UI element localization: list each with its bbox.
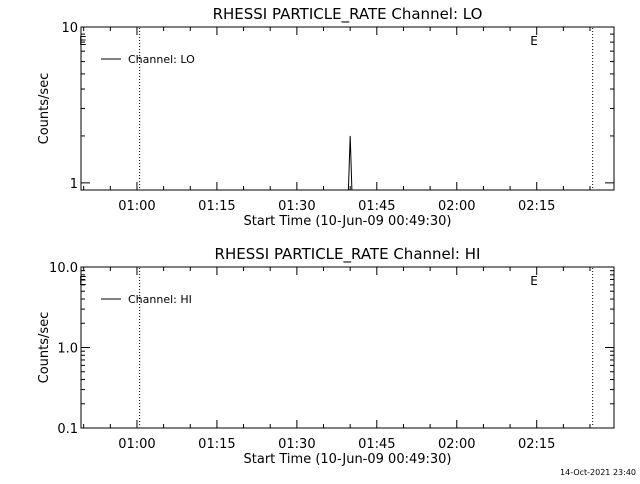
x-tick-label: 02:15 bbox=[518, 437, 555, 452]
footer-timestamp: 14-Oct-2021 23:40 bbox=[560, 468, 636, 477]
legend-label: Channel: LO bbox=[128, 53, 195, 66]
y-axis-label: Counts/sec bbox=[37, 312, 52, 384]
x-tick-label: 02:00 bbox=[438, 437, 475, 452]
x-axis-label: Start Time (10-Jun-09 00:49:30) bbox=[244, 452, 452, 467]
y-tick-label: 10.0 bbox=[49, 261, 78, 276]
x-tick-label: 01:00 bbox=[118, 199, 155, 214]
series-line bbox=[345, 135, 354, 191]
event-marker-label: E bbox=[530, 34, 538, 48]
event-marker-label: E bbox=[79, 34, 87, 48]
chart-title: RHESSI PARTICLE_RATE Channel: LO bbox=[213, 5, 483, 24]
y-tick-label: 1.0 bbox=[57, 342, 78, 357]
y-tick-label: 10 bbox=[61, 21, 78, 36]
x-tick-label: 02:15 bbox=[518, 199, 555, 214]
chart-title: RHESSI PARTICLE_RATE Channel: HI bbox=[215, 245, 481, 264]
x-axis-label: Start Time (10-Jun-09 00:49:30) bbox=[244, 214, 452, 229]
x-tick-label: 01:15 bbox=[198, 199, 235, 214]
x-tick-label: 01:15 bbox=[198, 437, 235, 452]
y-tick-label: 0.1 bbox=[57, 422, 78, 437]
x-tick-label: 01:45 bbox=[358, 437, 395, 452]
legend-label: Channel: HI bbox=[128, 293, 192, 306]
x-tick-label: 01:30 bbox=[278, 437, 315, 452]
x-tick-label: 01:45 bbox=[358, 199, 395, 214]
event-marker-label: E bbox=[79, 274, 87, 288]
x-tick-label: 01:30 bbox=[278, 199, 315, 214]
y-axis-label: Counts/sec bbox=[37, 73, 52, 145]
x-tick-label: 02:00 bbox=[438, 199, 475, 214]
y-tick-label: 1 bbox=[70, 177, 78, 192]
event-marker-label: E bbox=[530, 274, 538, 288]
x-tick-label: 01:00 bbox=[118, 437, 155, 452]
